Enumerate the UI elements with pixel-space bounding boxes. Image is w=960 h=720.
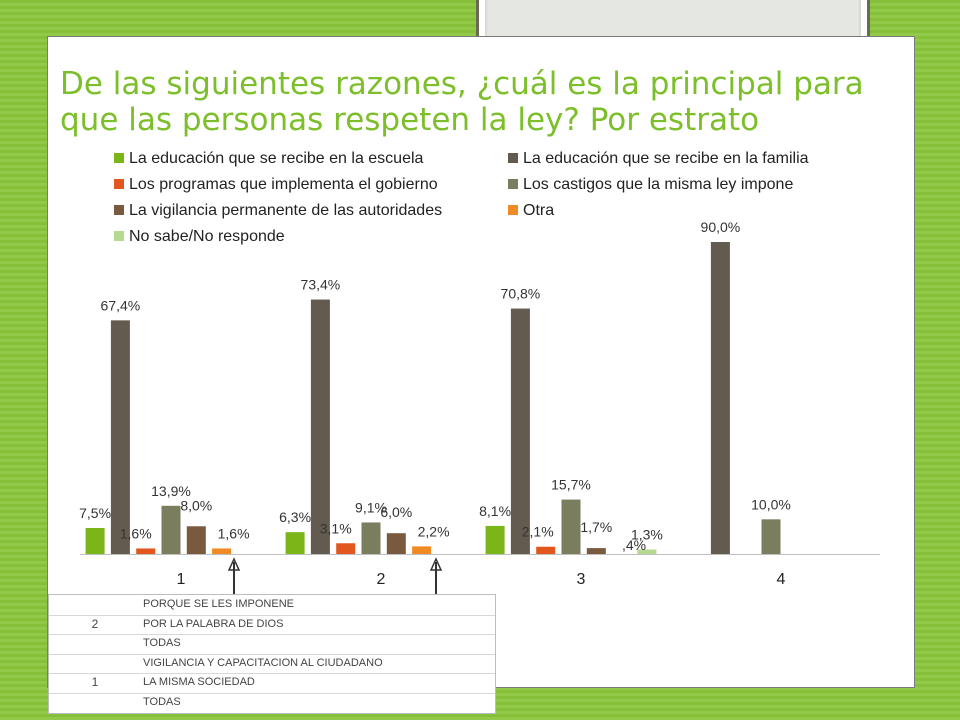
bar-4-1 [161, 505, 181, 554]
legend-label: Los programas que implementa el gobierno [129, 176, 438, 193]
legend-item-nsnr: No sabe/No responde [114, 226, 285, 248]
data-label: 3,1% [320, 520, 352, 536]
legend-item-vigilancia: La vigilancia permanente de las autorida… [114, 200, 442, 222]
data-label: ,4% [622, 537, 646, 553]
bar-3-2 [336, 543, 356, 554]
x-tick-label: 4 [777, 571, 786, 588]
legend-swatch [508, 152, 518, 163]
bar-3-3 [536, 546, 556, 554]
data-label: 73,4% [301, 277, 341, 293]
legend-label: La educación que se recibe en la familia [523, 150, 809, 167]
data-label: 15,7% [551, 477, 591, 493]
data-label: 2,1% [522, 524, 554, 540]
data-label: 7,5% [79, 505, 111, 521]
table-cell: LA MISMA SOCIEDAD [143, 676, 255, 688]
table-row: TODAS [49, 693, 495, 713]
bar-5-1 [186, 526, 206, 554]
legend-item-otra: Otra [508, 200, 554, 222]
bar-2-1 [110, 320, 130, 554]
legend-label: La educación que se recibe en la escuela [129, 150, 424, 167]
legend-swatch [508, 204, 518, 215]
bar-2-2 [310, 299, 330, 554]
table-row: TODAS [49, 634, 495, 655]
x-tick-label: 2 [377, 571, 386, 588]
data-label: 10,0% [751, 496, 791, 512]
bar-4-3 [561, 499, 581, 554]
legend-label: No sabe/No responde [129, 228, 285, 245]
table-cell: TODAS [143, 637, 181, 649]
table-row: VIGILANCIA Y CAPACITACION AL CIUDADANO [49, 654, 495, 674]
legend-label: Los castigos que la misma ley impone [523, 176, 794, 193]
legend-swatch [114, 152, 124, 163]
group-key: 1 [91, 675, 99, 689]
bar-2-4 [710, 242, 730, 554]
bar-1-3 [485, 525, 505, 554]
x-tick-label: 3 [577, 571, 586, 588]
group-key: 2 [91, 616, 99, 631]
data-label: 1,7% [580, 519, 612, 535]
bar-1-1 [85, 528, 105, 554]
table-cell: PORQUE SE LES IMPONENE [143, 598, 294, 610]
data-label: 1,6% [218, 525, 250, 541]
arrow-line [233, 562, 235, 602]
legend-swatch [508, 178, 518, 189]
table-cell: TODAS [143, 695, 181, 708]
legend-item-familia: La educación que se recibe en la familia [508, 148, 809, 170]
table-row: PORQUE SE LES IMPONENE [49, 595, 495, 616]
data-label: 6,0% [380, 504, 412, 520]
data-label: 8,1% [479, 503, 511, 519]
arrow-head [227, 557, 241, 571]
legend-item-castigos: Los castigos que la misma ley impone [508, 174, 793, 196]
slide-title: De las siguientes razones, ¿cuál es la p… [60, 66, 864, 138]
bar-4-2 [361, 522, 381, 554]
bar-2-3 [510, 308, 530, 554]
data-label: 1,6% [120, 525, 152, 541]
legend-item-gobierno: Los programas que implementa el gobierno [114, 174, 438, 196]
legend-swatch [114, 204, 124, 215]
data-label: 9,1% [355, 499, 387, 515]
notes-table: PORQUE SE LES IMPONENE 2 POR LA PALABRA D… [48, 594, 496, 714]
x-tick-label: 1 [177, 571, 186, 588]
table-cell: VIGILANCIA Y CAPACITACION AL CIUDADANO [143, 656, 383, 669]
data-label: 67,4% [101, 297, 141, 313]
legend-item-escuela: La educación que se recibe en la escuela [114, 148, 423, 170]
data-label: 6,3% [279, 509, 311, 525]
bar-1-2 [285, 532, 305, 554]
data-label: 1,3% [631, 526, 663, 542]
bar-7-3 [637, 549, 657, 554]
bar-6-2 [412, 546, 432, 554]
data-label: 70,8% [501, 286, 541, 302]
legend-label: La vigilancia permanente de las autorida… [129, 202, 443, 219]
table-row: 2 POR LA PALABRA DE DIOS [49, 615, 495, 635]
arrow-line [435, 562, 437, 602]
bar-5-2 [386, 533, 406, 554]
table-row: 1 LA MISMA SOCIEDAD [49, 673, 495, 694]
arrow-head [429, 557, 443, 571]
table-cell: POR LA PALABRA DE DIOS [143, 617, 284, 630]
legend-swatch [114, 230, 124, 241]
bar-4-4 [761, 519, 781, 554]
data-label: 13,9% [151, 483, 191, 499]
data-label: 2,2% [418, 523, 450, 539]
slide-card [47, 36, 915, 688]
bar-3-1 [136, 548, 156, 554]
legend-label: Otra [523, 202, 555, 219]
legend-swatch [114, 178, 124, 189]
bar-6-1 [212, 548, 232, 554]
bar-5-3 [586, 548, 606, 554]
data-label: 8,0% [180, 497, 212, 513]
data-label: 90,0% [701, 219, 741, 235]
